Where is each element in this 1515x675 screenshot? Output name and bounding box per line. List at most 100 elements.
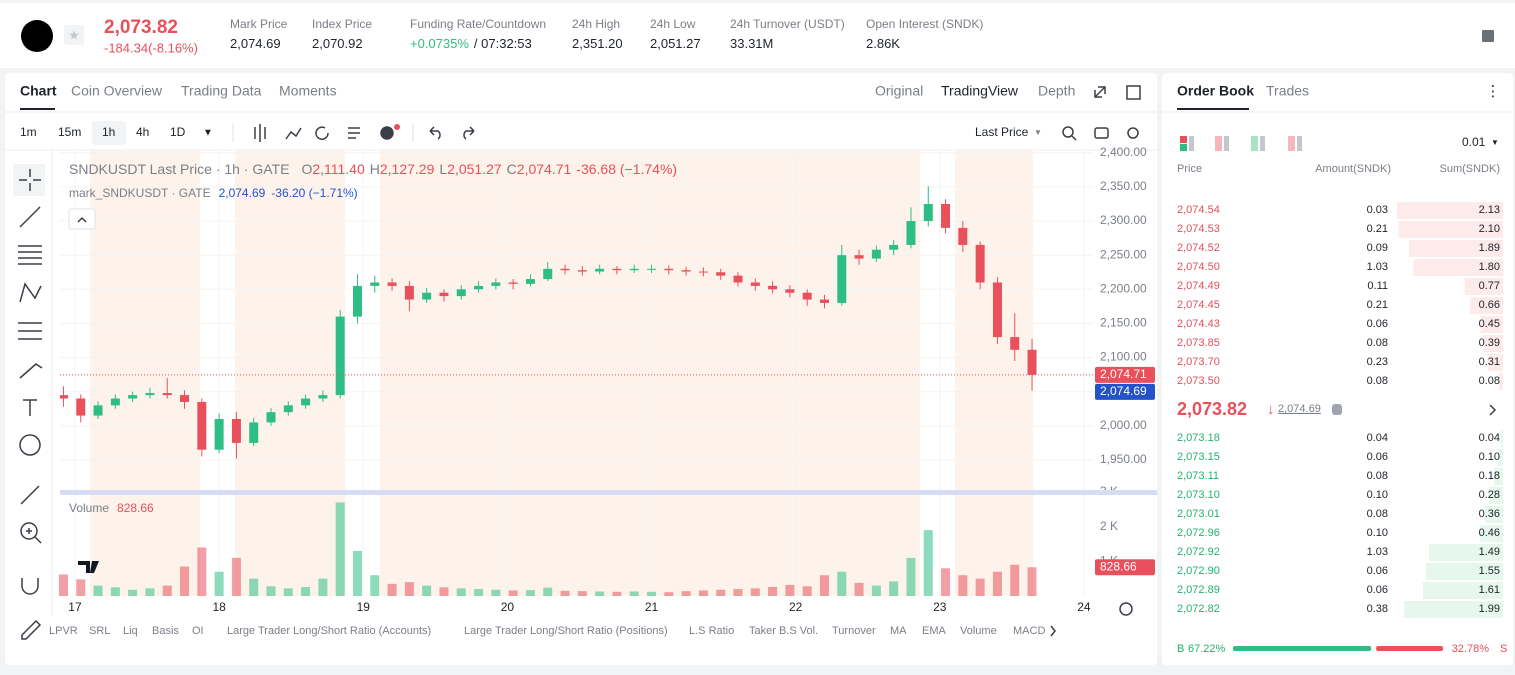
indicator-option[interactable]: LPVR [49,625,78,637]
stat-value-text: 2.86K [866,36,900,51]
book-price[interactable]: 2,074.49 [1177,280,1220,292]
book-price[interactable]: 2,072.90 [1177,565,1220,577]
candle-body [992,282,1002,338]
precision-select[interactable]: 0.01 [1462,135,1486,149]
view-tab[interactable]: Original [875,83,923,99]
x-tick-label: 18 [212,600,226,614]
book-sum: 0.39 [1479,337,1500,349]
view-tab[interactable]: Depth [1038,83,1075,99]
coin-logo [21,20,53,52]
indicator-option[interactable]: SRL [89,625,110,637]
book-price[interactable]: 2,072.92 [1177,546,1220,558]
book-price[interactable]: 2,072.89 [1177,584,1220,596]
chart-tab[interactable]: Chart [20,83,57,99]
candle-body [958,227,968,245]
indicator-option[interactable]: OI [192,625,204,637]
stat-value-text: 2,070.92 [312,36,363,51]
chart-tab[interactable]: Coin Overview [71,83,163,99]
column-header: Price [1177,163,1202,175]
interval-option[interactable]: 4h [136,125,149,139]
indicator-option[interactable]: Basis [152,625,179,637]
indicator-option[interactable]: Volume [960,625,997,637]
interval-option[interactable]: 15m [58,125,81,139]
interval-dropdown[interactable]: ▼ [203,128,213,139]
mark-legend: mark_SNDKUSDT · GATE 2,074.69 -36.20 (−1.7… [69,186,358,200]
more-menu[interactable]: ⋮ [1486,83,1501,100]
book-price[interactable]: 2,073.18 [1177,432,1220,444]
volume-value: 828.66 [117,501,154,515]
volume-bar [854,582,864,596]
expand-trades[interactable] [1489,404,1497,416]
indicator-option[interactable]: Taker B.S Vol. [749,625,818,637]
book-price[interactable]: 2,074.45 [1177,299,1220,311]
book-price[interactable]: 2,072.96 [1177,527,1220,539]
book-price[interactable]: 2,073.11 [1177,470,1219,482]
book-price[interactable]: 2,073.70 [1177,356,1220,368]
indicator-option[interactable]: EMA [922,625,947,637]
indicator-option[interactable]: Liq [123,625,138,637]
indicator-option[interactable]: Large Trader Long/Short Ratio (Accounts) [227,625,431,637]
book-amount: 0.10 [1367,527,1388,539]
book-sum: 0.66 [1479,299,1500,311]
volume-bar [629,591,639,596]
candle-body [93,405,103,416]
book-sum: 0.04 [1479,432,1500,444]
volume-bar [93,585,103,596]
interval-option[interactable]: 1m [20,125,37,139]
book-price[interactable]: 2,074.52 [1177,242,1220,254]
candle-body [422,292,432,300]
price-type[interactable]: Last Price [975,125,1029,139]
volume-bar [439,587,449,596]
candle-body [474,285,484,290]
y-tick-label: 2,300.00 [1100,213,1147,227]
book-price[interactable]: 2,074.54 [1177,204,1220,216]
book-price[interactable]: 2,073.50 [1177,375,1220,387]
candle-body [698,271,708,273]
candle-body [975,244,985,283]
settings-icon[interactable] [1119,602,1133,616]
stat-label: 24h Low [650,17,696,31]
book-price[interactable]: 2,073.01 [1177,508,1220,520]
interval-option[interactable]: 1h [102,125,115,139]
indicator-option[interactable]: L.S Ratio [689,625,734,637]
volume-bar [906,557,916,596]
book-icon[interactable] [1482,30,1494,42]
volume-bar [595,591,605,596]
last-price-tag [1095,366,1155,383]
interval-option[interactable]: 1D [170,125,186,139]
book-tab[interactable]: Trades [1266,83,1309,99]
book-price[interactable]: 2,073.15 [1177,451,1220,463]
chart-tab[interactable]: Trading Data [181,83,262,99]
more-indicators[interactable] [1050,625,1056,637]
indicator-option[interactable]: MA [890,625,907,637]
book-amount: 0.09 [1367,242,1388,254]
book-price[interactable]: 2,074.43 [1177,318,1220,330]
x-tick-label: 23 [933,600,947,614]
book-tab[interactable]: Order Book [1177,83,1254,99]
volume-bar [958,575,968,596]
book-price[interactable]: 2,073.85 [1177,337,1220,349]
expand-icon[interactable] [1094,86,1106,98]
book-price[interactable]: 2,074.50 [1177,261,1220,273]
favorite-button[interactable] [64,25,84,45]
view-tab[interactable]: TradingView [941,83,1019,99]
window-icon[interactable] [1126,85,1141,100]
book-price[interactable]: 2,073.10 [1177,489,1220,501]
price-change: -184.34(-8.16%) [104,40,198,55]
book-price[interactable]: 2,074.53 [1177,223,1220,235]
indicator-option[interactable]: MACD [1013,625,1045,637]
book-sum: 0.28 [1479,489,1500,501]
depth-bar [1403,601,1503,618]
stat-label: Mark Price [230,17,288,31]
depth-bar [1397,202,1503,219]
indicator-option[interactable]: Large Trader Long/Short Ratio (Positions… [464,625,668,637]
book-amount: 0.38 [1367,603,1388,615]
candle-body [733,275,743,283]
candle-body [543,268,553,280]
chart-tab[interactable]: Moments [279,83,337,99]
indicator-option[interactable]: Turnover [832,625,876,637]
candle-body [647,268,657,270]
book-price[interactable]: 2,072.82 [1177,603,1220,615]
x-tick-label: 19 [357,600,371,614]
book-amount: 0.06 [1367,584,1388,596]
